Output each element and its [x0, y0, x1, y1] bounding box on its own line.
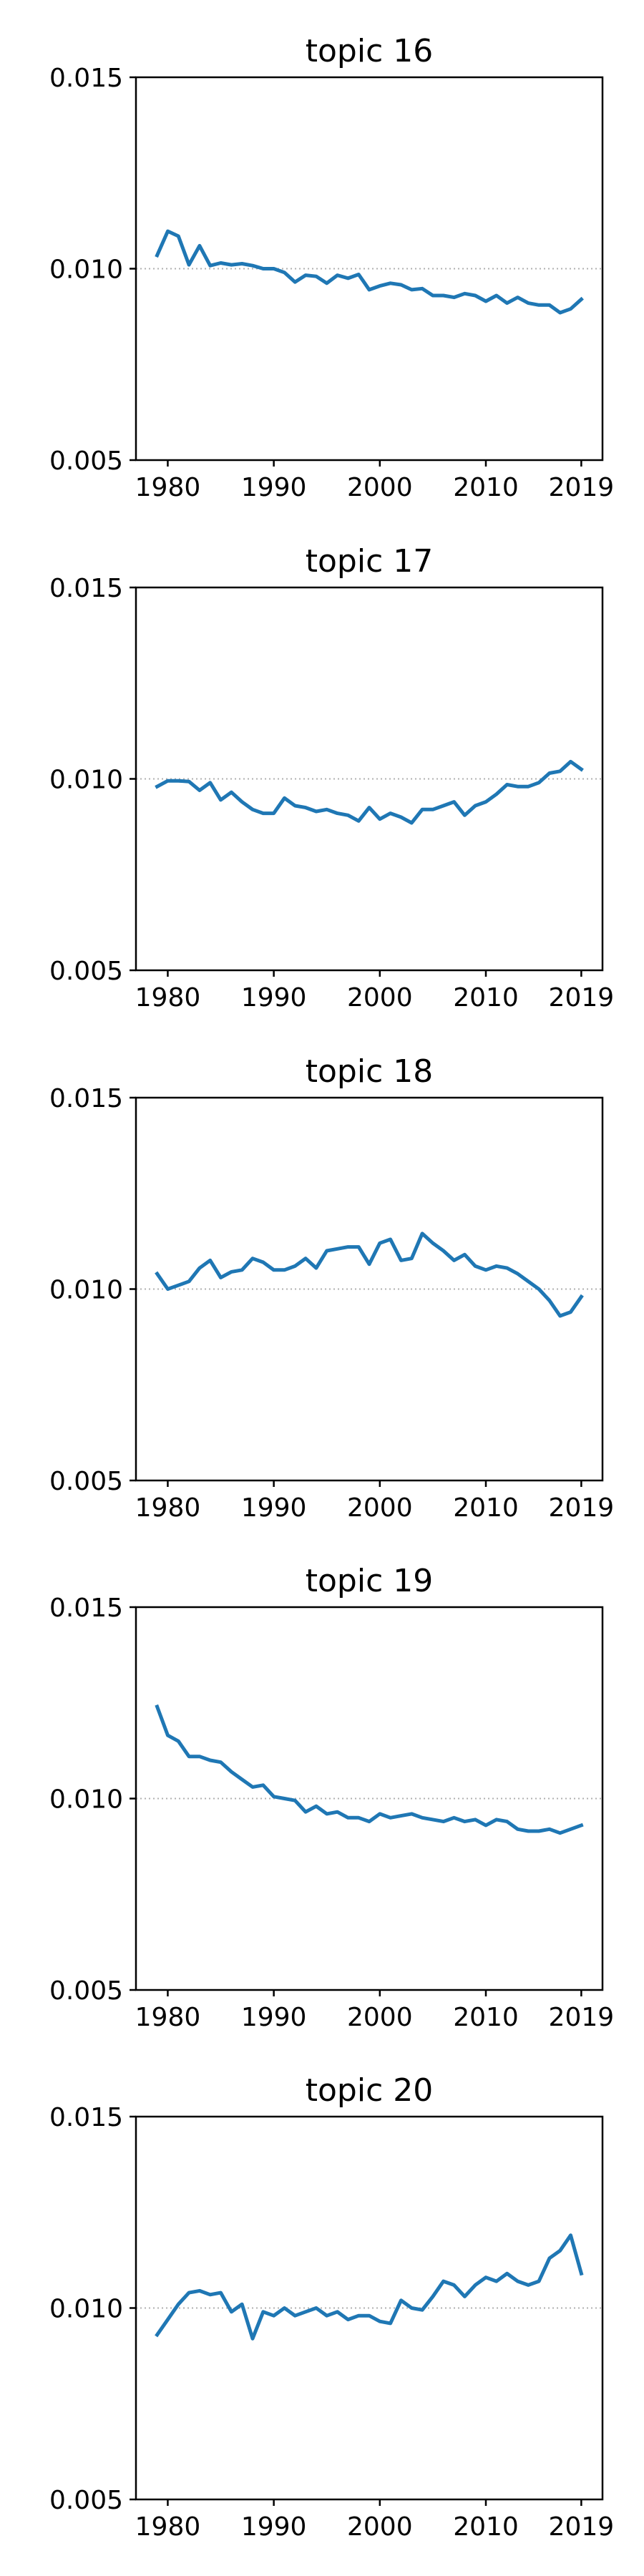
chart-3-title: topic 18 — [306, 1053, 434, 1090]
chart-2-ytick-label: 0.005 — [49, 957, 123, 986]
chart-5-series-line — [155, 2233, 584, 2341]
chart-5-ytick-label: 0.015 — [49, 2103, 123, 2132]
chart-2-xtick-label: 2000 — [347, 983, 413, 1013]
chart-2-xtick-label: 2010 — [453, 983, 519, 1013]
chart-1-series-line — [155, 229, 584, 315]
chart-3-ytick-label: 0.005 — [49, 1467, 123, 1496]
chart-1-xtick-label: 2000 — [347, 473, 413, 502]
chart-4-group: topic 19 0.005 0.010 0.015 1980 1990 2000 2010 2… — [49, 1563, 614, 2032]
chart-5-group: topic 20 0.005 0.010 0.015 1980 1990 2000 2010 2… — [49, 2072, 614, 2542]
chart-1-xtick-label: 2019 — [549, 473, 615, 502]
chart-5-xtick-label: 2019 — [549, 2512, 615, 2542]
chart-4-xtick-label: 1980 — [135, 2003, 201, 2032]
chart-3-ytick-label: 0.010 — [49, 1276, 123, 1305]
chart-1-ytick-label: 0.005 — [49, 447, 123, 476]
chart-4-xtick-label: 2000 — [347, 2003, 413, 2032]
chart-3-series-line — [155, 1231, 584, 1318]
chart-3-xtick-label: 1990 — [241, 1493, 307, 1523]
chart-3-xtick-label: 1980 — [135, 1493, 201, 1523]
chart-5-title: topic 20 — [306, 2072, 434, 2109]
chart-2-xtick-label: 2019 — [549, 983, 615, 1013]
chart-4-ytick-label: 0.005 — [49, 1976, 123, 2006]
chart-2-title: topic 17 — [306, 543, 434, 580]
chart-2-ytick-label: 0.015 — [49, 574, 123, 603]
chart-5-xtick-label: 1980 — [135, 2512, 201, 2542]
chart-1-group: topic 16 0.005 0.010 0.015 1980 1990 2000 2010 2… — [49, 33, 614, 502]
chart-5-xtick-label: 2010 — [453, 2512, 519, 2542]
chart-2-ytick-label: 0.010 — [49, 766, 123, 795]
chart-3-ytick-label: 0.015 — [49, 1084, 123, 1113]
chart-4-ytick-label: 0.015 — [49, 1594, 123, 1623]
chart-4-series-line — [155, 1704, 584, 1835]
chart-2-series-line — [155, 759, 584, 825]
chart-4-xtick-label: 2019 — [549, 2003, 615, 2032]
chart-1-ytick-label: 0.010 — [49, 255, 123, 285]
chart-5-ytick-label: 0.005 — [49, 2486, 123, 2515]
chart-3-group: topic 18 0.005 0.010 0.015 1980 1990 2000 2010 2… — [49, 1053, 614, 1523]
chart-5-ytick-label: 0.010 — [49, 2295, 123, 2324]
chart-5-xtick-label: 1990 — [241, 2512, 307, 2542]
chart-2-xtick-label: 1980 — [135, 983, 201, 1013]
chart-4-title: topic 19 — [306, 1563, 434, 1599]
chart-1-ytick-label: 0.015 — [49, 64, 123, 93]
chart-4-ytick-label: 0.010 — [49, 1785, 123, 1815]
chart-3-xtick-label: 2019 — [549, 1493, 615, 1523]
chart-5-xtick-label: 2000 — [347, 2512, 413, 2542]
chart-2-group: topic 17 0.005 0.010 0.015 1980 1990 2000 2010 2… — [49, 543, 614, 1013]
chart-2-xtick-label: 1990 — [241, 983, 307, 1013]
chart-1-xtick-label: 1980 — [135, 473, 201, 502]
chart-4-xtick-label: 1990 — [241, 2003, 307, 2032]
chart-1-title: topic 16 — [306, 33, 434, 69]
chart-3-xtick-label: 2010 — [453, 1493, 519, 1523]
chart-3-xtick-label: 2000 — [347, 1493, 413, 1523]
chart-1-xtick-label: 2010 — [453, 473, 519, 502]
chart-1-xtick-label: 1990 — [241, 473, 307, 502]
chart-4-xtick-label: 2010 — [453, 2003, 519, 2032]
